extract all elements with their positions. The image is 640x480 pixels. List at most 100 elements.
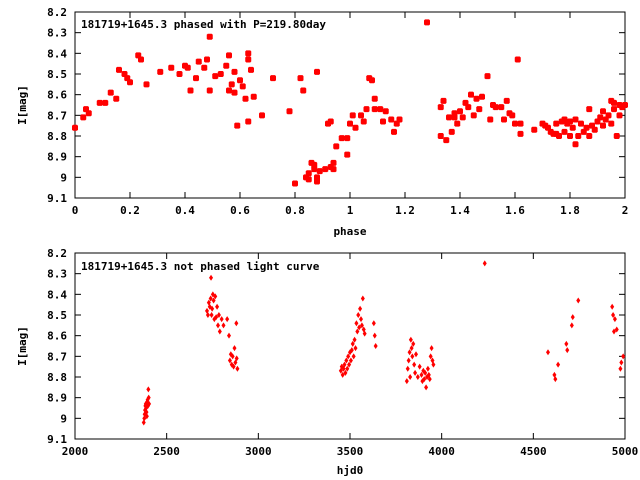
unphased-data-point: [424, 384, 429, 391]
phased-data-point: [204, 56, 210, 63]
unphased-data-point: [216, 322, 220, 329]
phased-data-point: [305, 176, 312, 183]
unphased-x-tick-label: 2000: [62, 445, 89, 458]
unphased-data-point: [356, 312, 361, 318]
phased-data-point: [377, 106, 384, 113]
phased-data-point: [322, 166, 329, 173]
unphased-data-point: [412, 361, 417, 368]
phased-data-point: [611, 106, 617, 113]
unphased-data-point: [141, 419, 146, 426]
phased-x-tick-label: 0.2: [120, 204, 140, 217]
phased-data-point: [517, 120, 524, 127]
phased-y-axis-label: I[mag]: [16, 85, 29, 125]
phased-data-point: [380, 118, 386, 125]
phased-data-point: [102, 99, 109, 106]
unphased-x-tick-label: 5000: [612, 445, 639, 458]
phased-data-point: [437, 104, 444, 111]
phased-data-point: [567, 118, 573, 125]
unphased-x-axis-label: hjd0: [337, 464, 364, 477]
unphased-data-point: [147, 400, 152, 407]
unphased-data-point: [621, 353, 626, 360]
unphased-data-point: [214, 314, 219, 321]
unphased-data-point: [213, 293, 218, 300]
phased-data-point: [605, 112, 612, 119]
unphased-data-point: [355, 328, 360, 335]
phased-data-point: [206, 87, 213, 94]
phased-data-point: [113, 95, 120, 102]
phased-x-axis-label: phase: [333, 225, 366, 238]
unphased-data-point: [348, 357, 353, 364]
unphased-data-point: [340, 371, 345, 378]
phased-data-point: [223, 62, 230, 69]
unphased-y-tick-label: 8.3: [47, 268, 67, 281]
unphased-light-curve-panel: 2000 2500 3000 3500 4000 4500 5000 8.2 8.3 8.4 8.5…: [16, 247, 638, 477]
phased-data-point: [96, 99, 103, 106]
unphased-data-point: [342, 361, 347, 368]
phased-x-tick-label: 0: [72, 204, 79, 217]
phased-data-point: [600, 122, 606, 129]
unphased-data-point: [216, 312, 221, 318]
phased-data-point: [622, 102, 628, 108]
phased-data-point: [127, 79, 133, 86]
phased-data-point: [330, 159, 337, 166]
phased-y-tick-label: 9: [60, 171, 67, 184]
unphased-axis-ticks: 2000 2500 3000 3500 4000 4500 5000 8.2 8.3 8.4 8.5…: [47, 247, 638, 458]
phased-data-point: [349, 112, 356, 119]
unphased-y-tick-label: 8.5: [47, 309, 67, 322]
phased-y-tick-label: 8.4: [47, 47, 67, 60]
unphased-data-point: [357, 324, 362, 331]
unphased-data-point: [614, 326, 619, 333]
phased-data-point: [575, 133, 582, 139]
phased-data-point: [514, 56, 521, 63]
phased-data-point: [492, 104, 499, 111]
phased-data-point: [248, 66, 254, 73]
unphased-data-point: [482, 260, 487, 267]
phased-data-point: [360, 118, 367, 125]
phased-data-point: [286, 108, 293, 115]
phased-data-point: [347, 120, 353, 127]
phased-data-point: [314, 68, 320, 75]
unphased-data-point: [427, 376, 432, 383]
unphased-data-point: [405, 365, 410, 372]
phased-data-point: [396, 116, 403, 123]
phased-y-tick-label: 8.7: [47, 109, 67, 122]
phased-data-point: [448, 128, 455, 135]
phased-data-point: [237, 77, 243, 84]
phased-data-point: [316, 168, 323, 175]
phased-data-point: [234, 122, 241, 129]
unphased-data-point: [553, 376, 558, 383]
phased-data-point: [72, 124, 78, 131]
unphased-data-point: [209, 274, 214, 281]
phased-data-point: [608, 120, 615, 127]
phased-data-point: [363, 106, 370, 113]
unphased-data-point: [227, 357, 232, 364]
unphased-data-point: [611, 312, 616, 318]
unphased-data-point: [431, 361, 436, 368]
unphased-y-tick-label: 9: [60, 412, 67, 425]
unphased-data-point: [612, 316, 617, 323]
unphased-data-point: [425, 365, 430, 372]
unphased-y-tick-label: 8.2: [47, 247, 67, 260]
unphased-data-point: [404, 378, 409, 385]
phased-data-point: [479, 93, 485, 100]
unphased-y-tick-label: 9.1: [47, 433, 67, 446]
unphased-x-tick-label: 3500: [337, 445, 364, 458]
phased-data-point: [242, 95, 249, 102]
phased-data-point: [187, 87, 194, 94]
phased-data-point: [503, 97, 510, 104]
phased-data-point: [184, 64, 191, 71]
phased-data-point: [583, 124, 590, 131]
unphased-data-point: [570, 314, 575, 321]
phased-y-tick-label: 8.6: [47, 89, 67, 102]
unphased-data-point: [351, 353, 356, 360]
unphased-data-point: [233, 359, 238, 366]
phased-data-point: [245, 118, 252, 125]
unphased-data-point: [225, 316, 230, 323]
unphased-data-point: [415, 374, 420, 380]
unphased-x-tick-label: 4000: [428, 445, 455, 458]
unphased-data-point: [359, 316, 363, 323]
unphased-data-point: [350, 340, 355, 347]
phased-y-tick-label: 8.9: [47, 151, 67, 164]
phased-data-point: [459, 114, 466, 121]
phased-data-point: [217, 71, 224, 77]
